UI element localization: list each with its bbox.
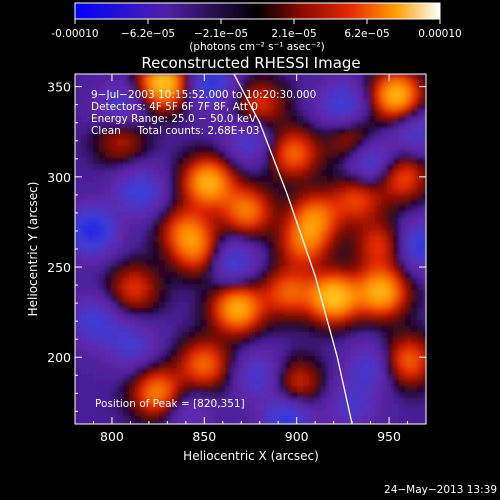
colorbar-tick-label: −6.2e−05 xyxy=(121,28,175,40)
colorbar-tick-label: -0.00010 xyxy=(51,28,98,40)
y-axis-ticks xyxy=(75,86,426,412)
colorbar-ticks xyxy=(74,19,441,24)
chart-title: Reconstructed RHESSI Image xyxy=(141,54,360,72)
x-tick-label: 800 xyxy=(100,429,124,444)
colorbar-gradient xyxy=(74,2,441,20)
annotation-line: Energy Range: 25.0 − 50.0 keV xyxy=(91,113,257,125)
y-tick-label: 350 xyxy=(47,80,71,95)
colorbar-tick-label: 0.00010 xyxy=(418,28,461,40)
x-tick-label: 950 xyxy=(377,429,401,444)
image-annotations: 9−Jul−2003 10:15:52.000 to 10:20:30.000D… xyxy=(91,89,316,137)
colorbar-unit-label: (photons cm⁻² s⁻¹ asec⁻²) xyxy=(189,41,324,53)
colorbar-tick-label: 2.1e−05 xyxy=(271,28,316,40)
y-tick-label: 200 xyxy=(47,350,71,365)
colorbar-tick-labels: -0.00010 −6.2e−05 −2.1e−05 2.1e−05 6.2e−05 0.… xyxy=(51,28,461,40)
y-axis-title: Heliocentric Y (arcsec) xyxy=(26,182,40,317)
render-date: 24−May−2013 13:39 xyxy=(384,484,497,496)
colorbar: -0.00010 −6.2e−05 −2.1e−05 2.1e−05 6.2e−05 0.… xyxy=(51,2,462,53)
y-tick-label: 250 xyxy=(47,260,71,275)
colorbar-tick-label: −2.1e−05 xyxy=(194,28,248,40)
annotation-line: 9−Jul−2003 10:15:52.000 to 10:20:30.000 xyxy=(91,89,316,101)
colorbar-tick-label: 6.2e−05 xyxy=(344,28,389,40)
y-tick-label: 300 xyxy=(47,170,71,185)
annotation-line: Detectors: 4F 5F 6F 7F 8F, Att 0 xyxy=(91,101,258,113)
x-tick-label: 850 xyxy=(192,429,216,444)
peak-position-label: Position of Peak = [820,351] xyxy=(95,398,245,410)
x-tick-label: 900 xyxy=(285,429,309,444)
x-axis-title: Heliocentric X (arcsec) xyxy=(183,449,319,463)
annotation-line: Clean Total counts: 2.68E+03 xyxy=(91,125,260,137)
solar-limb-line xyxy=(233,74,353,424)
plot-area: 800 850 900 950 200 250 300 350 9−Jul−2003 10:… xyxy=(47,73,427,444)
x-axis-tick-labels: 800 850 900 950 xyxy=(100,429,401,444)
y-axis-tick-labels: 200 250 300 350 xyxy=(47,80,71,366)
heatmap-image xyxy=(75,74,426,424)
x-axis-ticks xyxy=(92,74,409,424)
